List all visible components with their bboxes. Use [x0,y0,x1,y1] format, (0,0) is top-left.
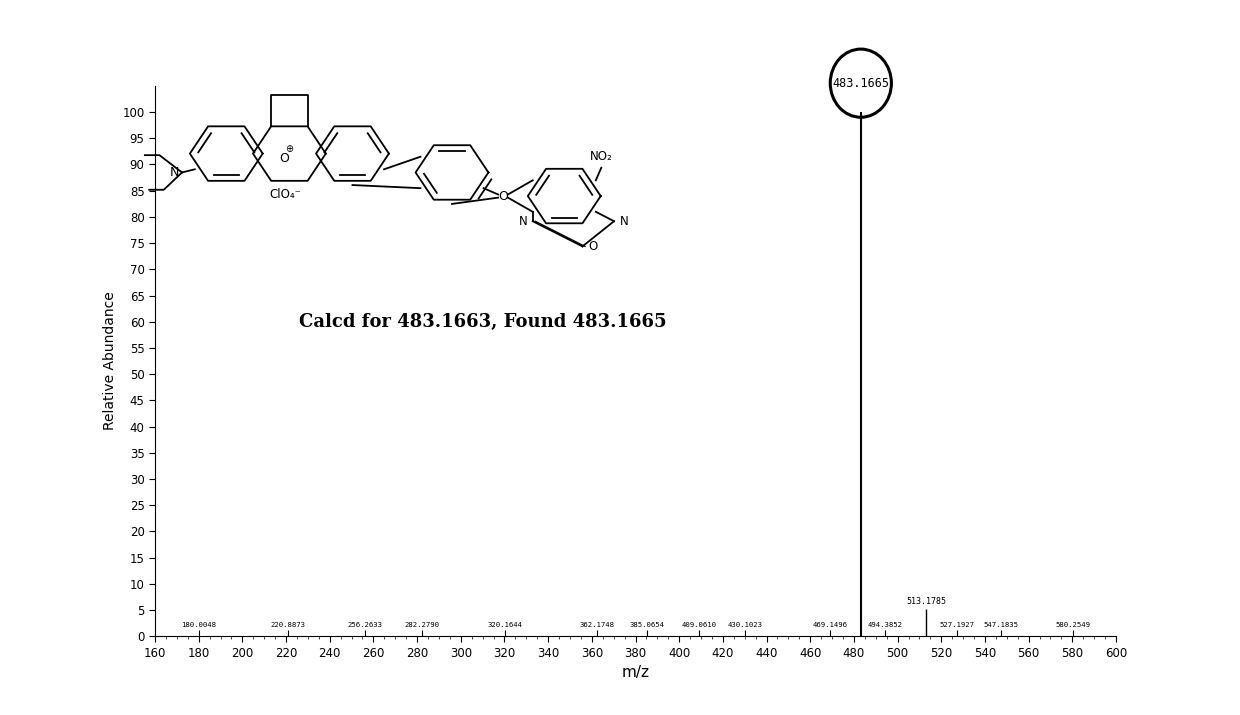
Text: ClO₄⁻: ClO₄⁻ [270,188,301,201]
Text: 180.0048: 180.0048 [181,623,216,628]
Text: 430.1023: 430.1023 [728,623,763,628]
Text: 580.2549: 580.2549 [1055,623,1090,628]
Text: 220.8873: 220.8873 [270,623,305,628]
Text: 256.2633: 256.2633 [347,623,383,628]
Text: 483.1665: 483.1665 [832,77,889,89]
Text: NO₂: NO₂ [590,150,613,163]
Text: O: O [279,152,289,164]
Text: N: N [170,166,179,179]
Text: 320.1644: 320.1644 [487,623,522,628]
Text: 513.1785: 513.1785 [906,598,946,606]
Text: O: O [498,189,508,202]
Text: 385.0654: 385.0654 [629,623,665,628]
Text: 547.1835: 547.1835 [983,623,1018,628]
Text: 469.1496: 469.1496 [812,623,848,628]
Text: 527.1927: 527.1927 [940,623,975,628]
Text: ⊕: ⊕ [285,144,294,154]
Y-axis label: Relative Abundance: Relative Abundance [103,292,117,430]
Text: 409.0610: 409.0610 [682,623,717,628]
Text: Calcd for 483.1663, Found 483.1665: Calcd for 483.1663, Found 483.1665 [299,312,666,331]
Text: O: O [588,240,598,253]
Text: N: N [518,214,527,227]
Text: 282.2790: 282.2790 [404,623,439,628]
Text: N: N [620,214,629,227]
Text: 362.1748: 362.1748 [579,623,614,628]
X-axis label: m/z: m/z [621,666,650,680]
Text: 494.3852: 494.3852 [868,623,903,628]
